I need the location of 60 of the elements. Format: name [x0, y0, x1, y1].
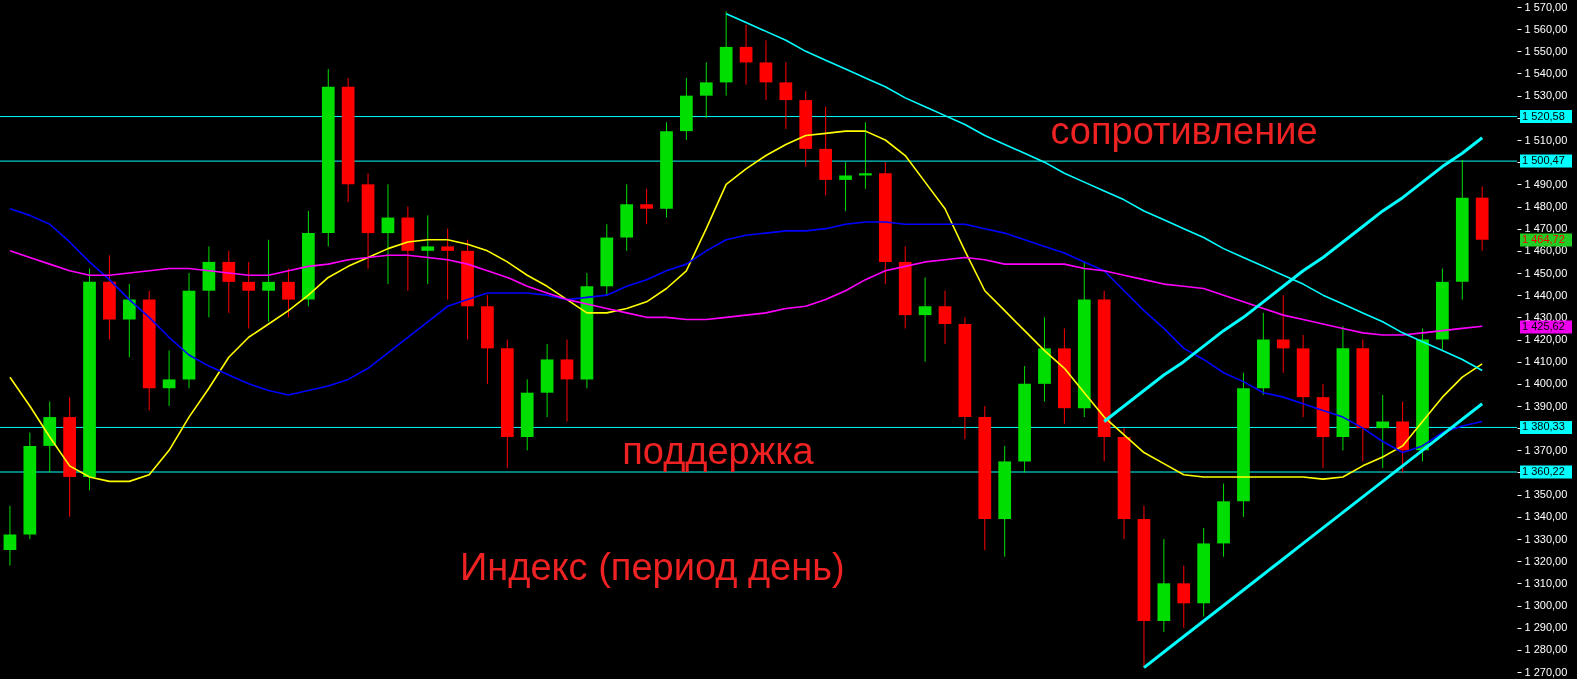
candlestick: [1376, 394, 1390, 469]
text: 1 425,62: [1522, 320, 1565, 332]
line-series: [9, 250, 1483, 336]
candlestick: [560, 339, 574, 423]
candlestick: [3, 505, 17, 567]
text: Индекс (период день): [459, 545, 845, 588]
y-tick-label: 1 430,00: [1524, 310, 1568, 323]
y-tick-label: 1 510,00: [1524, 133, 1568, 146]
candlestick: [779, 61, 793, 130]
y-tick-label: 1 540,00: [1524, 67, 1568, 79]
y-tick-label: 1 470,00: [1524, 222, 1568, 235]
candlestick: [381, 183, 395, 285]
y-tick-label: 1 330,00: [1524, 532, 1568, 545]
y-tick-label: 1 490,00: [1524, 177, 1568, 190]
candlestick: [222, 250, 236, 314]
y-tick-label: 1 310,00: [1524, 576, 1568, 589]
candlestick: [699, 61, 713, 119]
y-tick-label: 1 460,00: [1524, 244, 1568, 257]
candlestick: [122, 283, 136, 358]
annotation: поддержка: [622, 430, 815, 472]
text: 1 464,72: [1522, 233, 1565, 245]
y-tick-label: 1 320,00: [1524, 554, 1568, 567]
y-tick-label: 1 420,00: [1524, 333, 1568, 345]
y-tick-label: 1 350,00: [1524, 488, 1568, 501]
y-tick-label: 1 280,00: [1524, 643, 1568, 656]
y-tick-label: 1 370,00: [1524, 443, 1568, 456]
y-tick-label: 1 400,00: [1524, 377, 1568, 390]
candlestick: [839, 161, 852, 212]
candlestick: [640, 188, 653, 225]
candlestick: [262, 239, 275, 323]
y-tick-label: 1 560,00: [1524, 22, 1568, 35]
candlestick: [282, 268, 295, 318]
candlestick: [918, 276, 932, 363]
y-tick-label: 1 290,00: [1524, 621, 1568, 634]
annotation: сопротивление: [1050, 110, 1318, 152]
candlestick: [162, 350, 176, 407]
candlestick: [242, 261, 256, 329]
y-tick-label: 1 550,00: [1524, 44, 1568, 57]
y-tick-label: 1 530,00: [1524, 89, 1568, 102]
candlestick: [441, 228, 455, 301]
candlestick: [739, 24, 753, 86]
y-tick-label: 1 440,00: [1524, 288, 1568, 301]
ref-line-label: 1 520,58: [1522, 109, 1565, 122]
y-tick-label: 1 570,00: [1524, 0, 1568, 13]
ref-line-label: 1 380,33: [1522, 420, 1565, 433]
y-tick-label: 1 410,00: [1524, 355, 1568, 368]
candlestick: [938, 290, 952, 345]
candlestick: [859, 121, 872, 190]
y-tick-label: 1 300,00: [1524, 599, 1568, 611]
ref-line-label: 1 360,22: [1522, 465, 1565, 478]
y-tick-label: 1 480,00: [1524, 200, 1568, 212]
y-tick-label: 1 270,00: [1524, 665, 1568, 678]
y-tick-label: 1 390,00: [1524, 399, 1568, 412]
candlestick: [421, 214, 435, 285]
y-tick-label: 1 450,00: [1524, 266, 1568, 279]
candlestick: [1276, 294, 1290, 374]
candlestick: [1177, 565, 1191, 629]
ref-line-label: 1 500,47: [1522, 154, 1565, 167]
y-tick-label: 1 340,00: [1524, 510, 1568, 523]
candlestick: [759, 39, 773, 101]
